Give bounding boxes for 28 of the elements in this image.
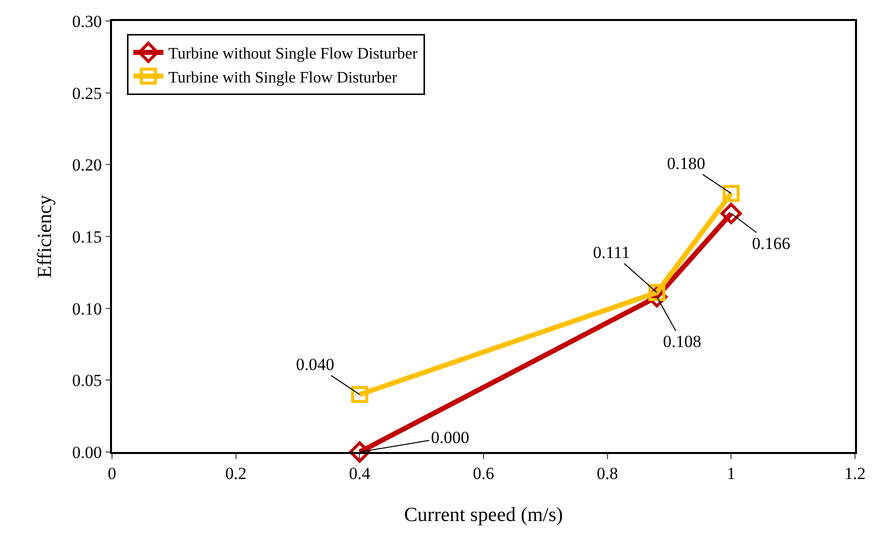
data-label: 0.111 xyxy=(593,243,630,262)
y-tick-label: 0.20 xyxy=(72,156,102,175)
y-axis-title: Efficiency xyxy=(34,195,56,278)
y-tick-label: 0.00 xyxy=(72,442,102,462)
data-label: 0.108 xyxy=(663,332,702,351)
y-tick-label: 0.25 xyxy=(72,84,102,103)
data-label: 0.166 xyxy=(752,234,790,253)
x-tick-label: 1.2 xyxy=(844,464,866,484)
point xyxy=(722,184,740,202)
y-tick-label: 0.15 xyxy=(72,227,102,246)
point xyxy=(349,441,370,463)
x-tick-label: 1 xyxy=(726,464,736,484)
y-tick-label: 0.05 xyxy=(72,371,102,390)
x-axis-title: Current speed (m/s) xyxy=(404,504,563,526)
y-tick-label: 0.30 xyxy=(72,12,102,31)
data-label: 0.040 xyxy=(296,355,334,374)
data-label: 0.000 xyxy=(431,428,470,447)
x-tick-label: 0.8 xyxy=(596,464,618,484)
legend-label: Turbine without Single Flow Disturber xyxy=(168,46,418,63)
x-tick-label: 0.2 xyxy=(225,464,246,484)
point xyxy=(720,202,742,224)
data-label: 0.180 xyxy=(667,154,706,173)
y-tick-label: 0.10 xyxy=(72,299,102,318)
x-tick-label: 0.6 xyxy=(472,464,494,484)
x-tick-label: 0 xyxy=(108,464,116,484)
point xyxy=(351,386,368,404)
x-tick-label: 0.4 xyxy=(349,464,371,484)
legend-label: Turbine with Single Flow Disturber xyxy=(168,69,398,86)
